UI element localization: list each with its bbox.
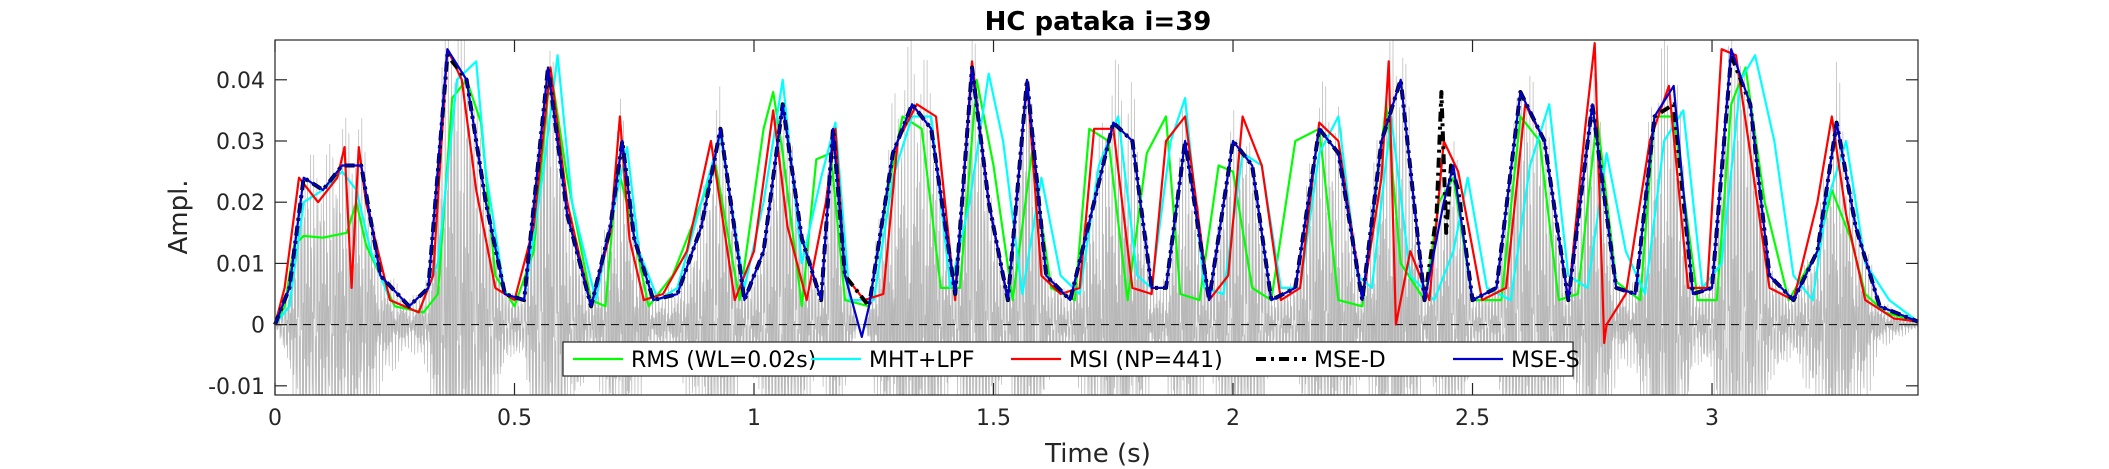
x-tick-label: 0 xyxy=(268,406,282,431)
legend: RMS (WL=0.02s) MHT+LPF MSI (NP=441) MSE-D MS… xyxy=(562,341,1580,377)
plot-frame xyxy=(274,39,1919,396)
x-axis-label: Time (s) xyxy=(1044,439,1151,469)
y-tick-label: 0.02 xyxy=(216,191,265,216)
legend-box xyxy=(562,341,1574,377)
x-tick-label: 3 xyxy=(1705,406,1719,431)
chart-title: HC pataka i=39 xyxy=(985,7,1212,37)
series-line-1 xyxy=(274,54,1919,326)
y-tick-label: -0.01 xyxy=(208,375,265,400)
y-tick-label: 0.03 xyxy=(216,130,265,155)
legend-entry: RMS (WL=0.02s) xyxy=(631,348,816,373)
series-layer xyxy=(273,41,1919,345)
y-axis-label: Ampl. xyxy=(164,179,194,254)
x-tick-label: 2 xyxy=(1226,406,1240,431)
x-tick-label: 2.5 xyxy=(1455,406,1490,431)
legend-entry: MSE-D xyxy=(1314,348,1386,373)
legend-entry: MSI (NP=441) xyxy=(1069,348,1223,373)
x-tick-label: 0.5 xyxy=(497,406,532,431)
series-line-2 xyxy=(273,41,1919,345)
y-tick-label: 0.01 xyxy=(216,252,265,277)
series-line-4 xyxy=(273,48,1919,338)
y-tick-label: 0.04 xyxy=(216,69,265,94)
x-tick-label: 1 xyxy=(747,406,761,431)
x-tick-label: 1.5 xyxy=(976,406,1011,431)
legend-entry: MSE-S xyxy=(1511,348,1580,373)
legend-entry: MHT+LPF xyxy=(869,348,975,373)
y-tick-label: 0 xyxy=(251,314,265,339)
